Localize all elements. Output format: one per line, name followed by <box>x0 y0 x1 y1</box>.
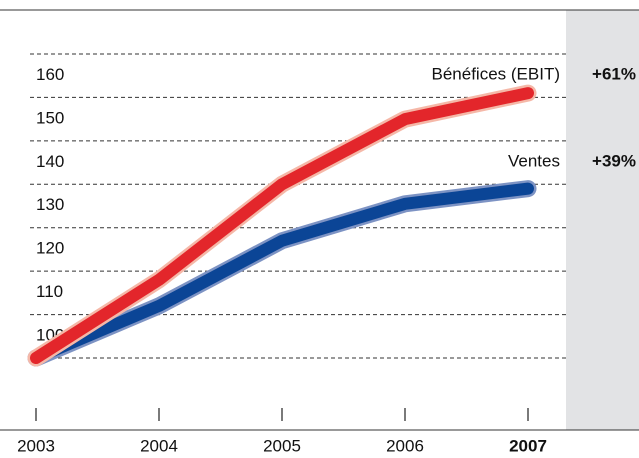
x-tick-label: 2003 <box>17 436 55 455</box>
line <box>30 182 534 364</box>
y-tick-label: 130 <box>36 195 64 214</box>
annotation: +61% <box>592 64 636 83</box>
annotation: +39% <box>592 151 636 170</box>
y-tick-label: 140 <box>36 152 64 171</box>
legend-label: Ventes <box>508 151 560 170</box>
y-tick-label: 110 <box>36 282 63 301</box>
highlight-panel <box>566 10 639 430</box>
x-tick-label: 2004 <box>140 436 178 455</box>
y-tick-label: 120 <box>36 239 64 258</box>
x-tick-label: 2007 <box>509 436 547 455</box>
y-tick-label: 150 <box>36 108 64 127</box>
line-outline <box>27 84 537 367</box>
x-tick-label: 2006 <box>386 436 424 455</box>
line <box>30 87 534 364</box>
legend-label: Bénéfices (EBIT) <box>432 64 561 83</box>
x-tick-label: 2005 <box>263 436 301 455</box>
y-tick-label: 160 <box>36 65 64 84</box>
